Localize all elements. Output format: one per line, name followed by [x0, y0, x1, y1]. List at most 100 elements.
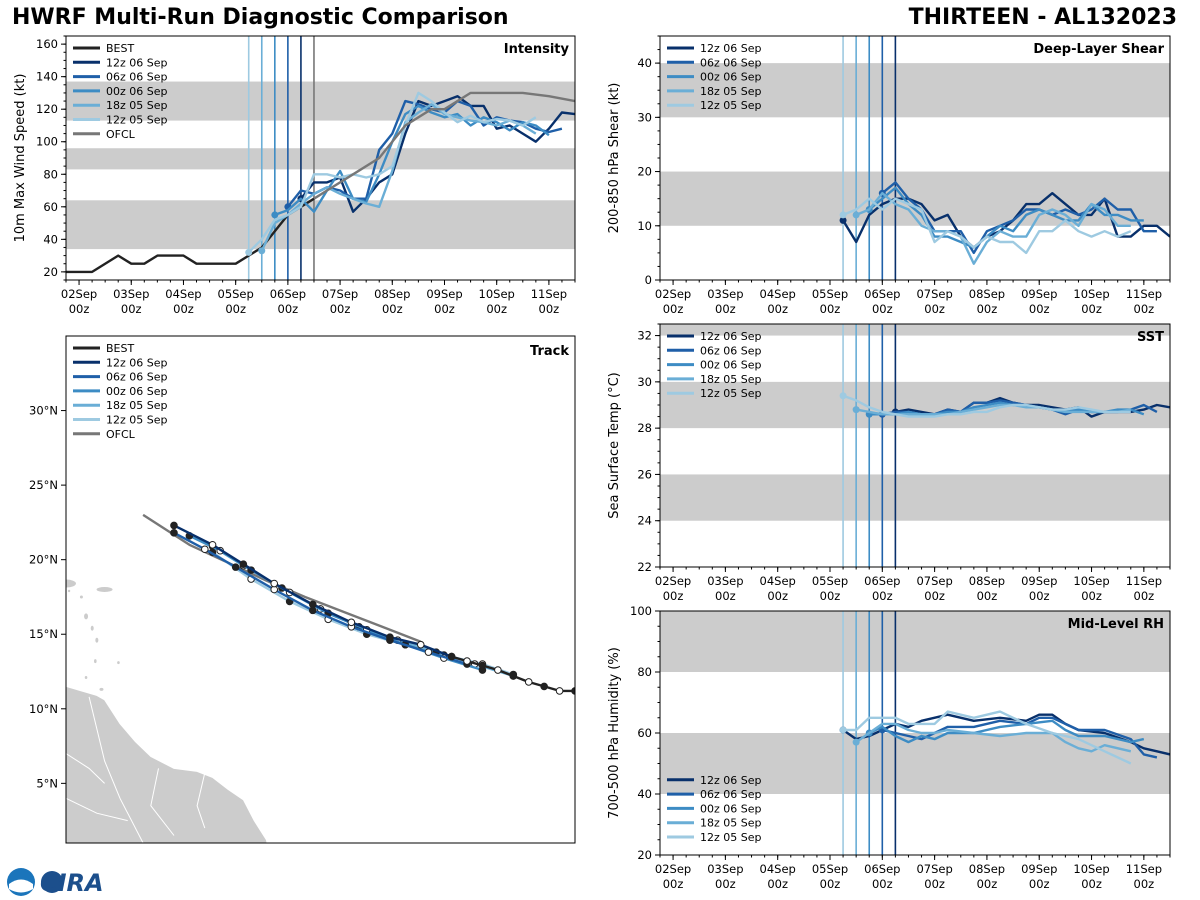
track-map-group	[66, 513, 575, 843]
rh-xtick-label-4: 06Sep	[864, 862, 900, 876]
rh-xtick-sublabel-0: 00z	[663, 877, 684, 891]
island-7	[84, 675, 88, 679]
rh-xtick-sublabel-4: 00z	[872, 877, 893, 891]
intensity-panel: 2040608010012014016002Sep00z03Sep00z04Se…	[13, 35, 576, 316]
country-border-3	[66, 753, 105, 784]
rh-series-group	[839, 710, 1170, 765]
rh-xtick-label-3: 05Sep	[812, 862, 848, 876]
island-5	[94, 659, 97, 664]
rh-xtick-sublabel-5: 00z	[924, 877, 945, 891]
shear-legend-label-4: 12z 05 Sep	[700, 99, 762, 112]
intensity-xtick-label-6: 08Sep	[374, 287, 410, 301]
cira-globe-icon	[41, 871, 63, 893]
shear-xtick-label-6: 08Sep	[969, 287, 1005, 301]
intensity-xtick-sublabel-2: 00z	[173, 302, 194, 316]
track-series-0-point-3	[524, 678, 533, 686]
rh-legend-label-1: 06z 06 Sep	[700, 788, 762, 801]
track-frame	[65, 335, 576, 844]
shear-ytick-label-0: 0	[645, 273, 652, 287]
rh-series-4	[843, 710, 1132, 765]
sst-band-0	[660, 474, 1170, 521]
rh-xtick-sublabel-3: 00z	[820, 877, 841, 891]
track-legend-label-3: 00z 06 Sep	[106, 385, 168, 398]
sst-ytick-label-5: 32	[637, 329, 652, 343]
track-series-1-point-5	[270, 579, 279, 588]
track-ytick-label-2: 15°N	[29, 627, 58, 641]
intensity-xtick-sublabel-1: 00z	[121, 302, 142, 316]
sst-xtick-sublabel-7: 00z	[1029, 589, 1050, 603]
intensity-xtick-sublabel-6: 00z	[382, 302, 403, 316]
rh-ytick-label-2: 60	[637, 726, 652, 740]
sst-xtick-sublabel-4: 00z	[872, 589, 893, 603]
rh-xtick-label-2: 04Sep	[760, 862, 796, 876]
sst-xtick-sublabel-9: 00z	[1134, 589, 1155, 603]
rh-series-3	[855, 722, 1132, 753]
shear-xtick-sublabel-2: 00z	[767, 302, 788, 316]
shear-xtick-sublabel-7: 00z	[1029, 302, 1050, 316]
intensity-xtick-sublabel-4: 00z	[278, 302, 299, 316]
sst-xtick-label-8: 10Sep	[1073, 574, 1109, 588]
sst-legend-label-4: 12z 05 Sep	[700, 387, 762, 400]
rh-xtick-sublabel-1: 00z	[715, 877, 736, 891]
intensity-series-2	[286, 99, 563, 208]
intensity-xtick-label-1: 03Sep	[113, 287, 149, 301]
intensity-series-5	[247, 91, 537, 254]
sst-ytick-label-2: 26	[637, 467, 652, 481]
rh-ytick-label-1: 40	[637, 787, 652, 801]
shear-legend-label-3: 18z 05 Sep	[700, 85, 762, 98]
track-panel-title: Track	[530, 344, 569, 359]
sst-frame	[659, 323, 1171, 568]
rh-xtick-sublabel-6: 00z	[977, 877, 998, 891]
intensity-legend-label-2: 06z 06 Sep	[106, 71, 168, 84]
rh-legend-label-3: 18z 05 Sep	[700, 817, 762, 830]
track-series-0-point-6	[478, 661, 487, 670]
island-1	[96, 587, 113, 592]
sst-xtick-label-3: 05Sep	[812, 574, 848, 588]
rh-series-2	[868, 719, 1145, 744]
island-0	[66, 579, 76, 588]
sst-ytick-label-3: 28	[637, 421, 652, 435]
shear-xtick-sublabel-9: 00z	[1134, 302, 1155, 316]
shear-ytick-label-1: 10	[637, 219, 652, 233]
intensity-series-group	[66, 91, 575, 274]
shear-xtick-sublabel-8: 00z	[1081, 302, 1102, 316]
track-ytick-label-1: 10°N	[29, 702, 58, 716]
sst-xtick-sublabel-3: 00z	[820, 589, 841, 603]
island-9	[79, 595, 83, 599]
sst-series-4-start-marker	[839, 392, 847, 400]
track-series-0-point-4	[509, 672, 518, 680]
intensity-xtick-sublabel-9: 00z	[539, 302, 560, 316]
intensity-band-0	[66, 200, 575, 250]
intensity-legend-label-4: 18z 05 Sep	[106, 99, 168, 112]
shear-xtick-sublabel-0: 00z	[663, 302, 684, 316]
track-ytick-label-4: 25°N	[29, 478, 58, 492]
track-ytick-label-5: 30°N	[29, 404, 58, 418]
shear-ylabel: 200-850 hPa Shear (kt)	[607, 83, 622, 234]
track-series-1-point-3	[347, 618, 356, 627]
shear-series-group	[839, 181, 1170, 265]
shear-series-3	[855, 191, 1131, 265]
rh-ytick-label-4: 100	[630, 604, 652, 618]
shear-xtick-label-8: 10Sep	[1073, 287, 1109, 301]
track-ytick-label-3: 20°N	[29, 553, 58, 567]
track-series-1-point-8	[170, 521, 178, 530]
sst-xtick-sublabel-5: 00z	[924, 589, 945, 603]
track-series-2-point-6	[231, 563, 240, 571]
track-series-5	[211, 551, 514, 676]
rh-xtick-label-7: 09Sep	[1021, 862, 1057, 876]
intensity-xtick-label-0: 02Sep	[61, 287, 97, 301]
intensity-ytick-label-2: 60	[43, 200, 58, 214]
island-10	[67, 589, 71, 593]
shear-ytick-label-4: 40	[637, 56, 652, 70]
island-6	[117, 661, 120, 665]
intensity-xtick-label-9: 11Sep	[531, 287, 567, 301]
track-series-0-point-0	[571, 687, 575, 695]
shear-series-1	[881, 181, 1157, 255]
shear-xtick-label-2: 04Sep	[760, 287, 796, 301]
intensity-xtick-sublabel-3: 00z	[225, 302, 246, 316]
intensity-ytick-label-3: 80	[43, 167, 58, 181]
intensity-xtick-sublabel-7: 00z	[434, 302, 455, 316]
shear-xtick-sublabel-4: 00z	[872, 302, 893, 316]
rh-xtick-label-5: 07Sep	[916, 862, 952, 876]
